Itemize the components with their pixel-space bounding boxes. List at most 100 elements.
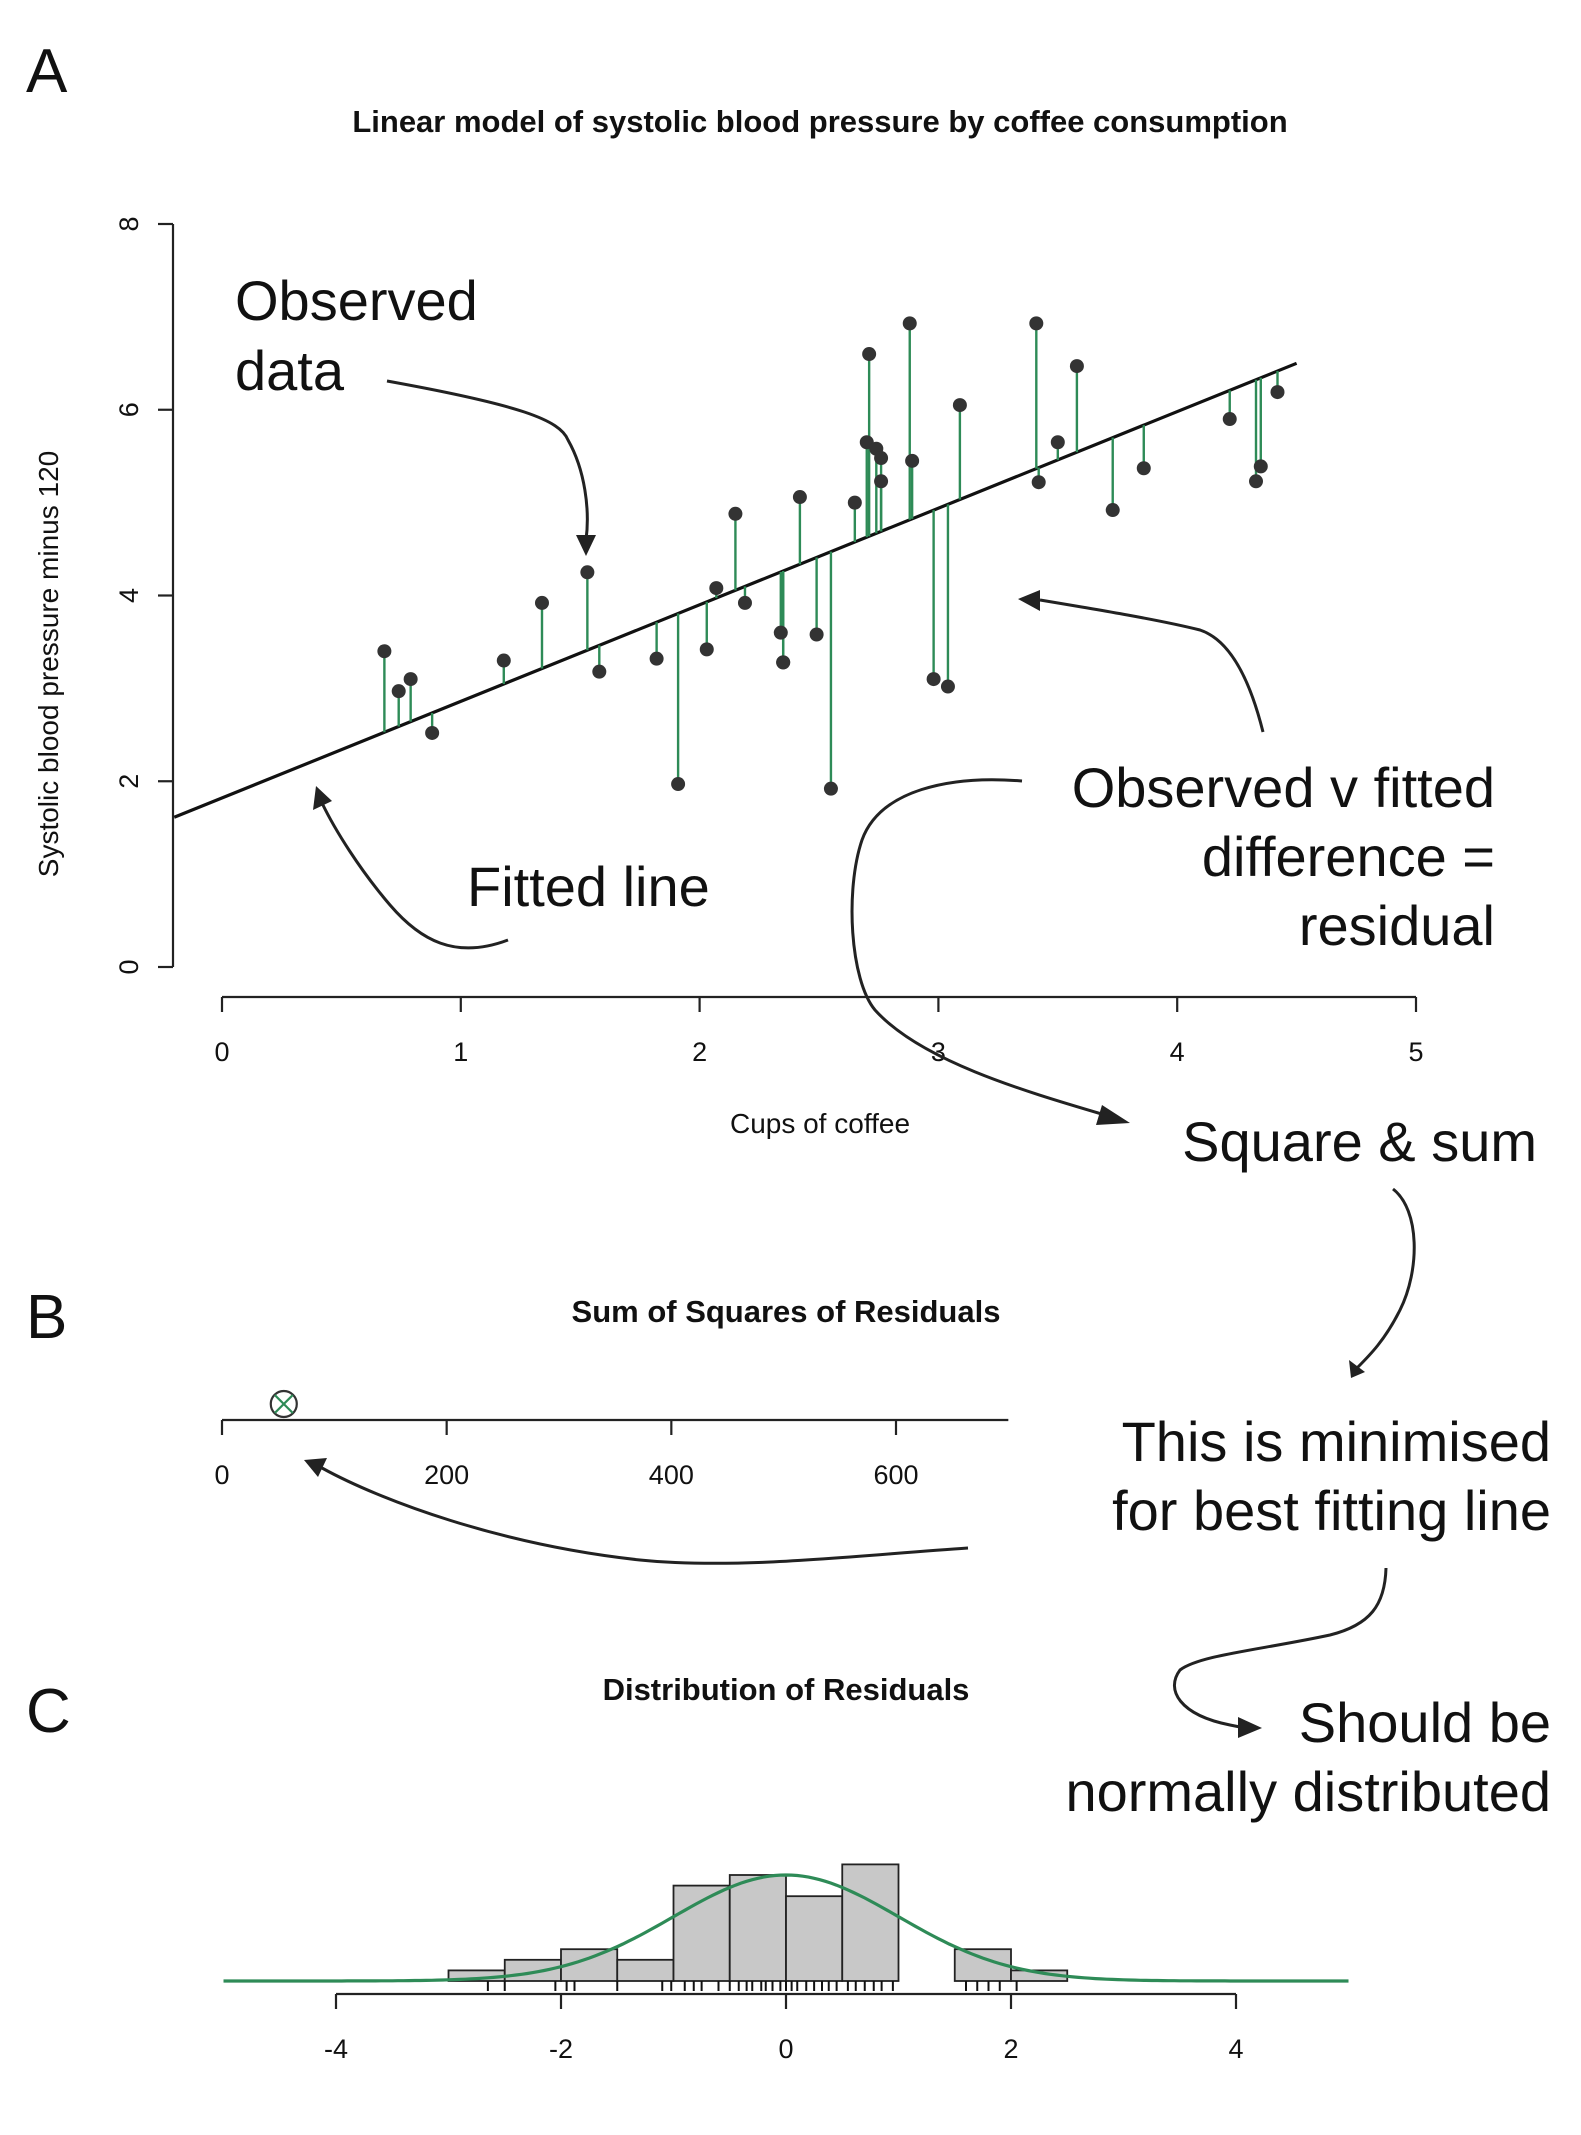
- arrow-minimised-to-normal-head: [1238, 1717, 1262, 1738]
- chart-b-plot: 0 200 400 600: [214, 1389, 1009, 1490]
- chart-a-data-point: [1222, 412, 1237, 427]
- chart-a-y-tick-label: 2: [114, 774, 144, 789]
- chart-a-x-tick-label: 1: [453, 1037, 468, 1067]
- annotation-normal-line1: Should be: [1299, 1691, 1551, 1754]
- arrow-square-to-minimised: [1355, 1187, 1416, 1370]
- arrow-fitted-line: [320, 802, 509, 950]
- chart-a-x-tick-label: 3: [931, 1037, 946, 1067]
- chart-a-data-point: [377, 644, 392, 659]
- chart-c-histogram-bar: [503, 1958, 562, 1982]
- annotation-normal-line2: normally distributed: [1065, 1760, 1551, 1823]
- chart-c-x-tick-label: 4: [1228, 2034, 1243, 2064]
- chart-a-y-tick-label: 4: [114, 588, 144, 603]
- chart-c-x-tick-label: -2: [549, 2034, 573, 2064]
- chart-a-data-point: [773, 625, 788, 640]
- chart-b-ssr-marker-cross: [274, 1394, 294, 1414]
- chart-a-y-tick-label: 6: [114, 402, 144, 417]
- chart-a-data-point: [592, 664, 607, 679]
- chart-b-ssr-marker: [269, 1389, 298, 1419]
- arrow-observed-data-head: [576, 535, 596, 556]
- chart-a-xlabel: Cups of coffee: [730, 1108, 910, 1139]
- chart-a-data-point: [874, 451, 889, 466]
- chart-a-x-tick-label: 2: [692, 1037, 707, 1067]
- chart-c-histogram-bar: [616, 1958, 675, 1982]
- arrow-residual-head: [1018, 590, 1040, 611]
- chart-a-data-point: [952, 398, 967, 413]
- chart-a-data-point: [1249, 474, 1264, 489]
- chart-a-data-point: [728, 506, 743, 521]
- chart-a-x-tick-label: 5: [1408, 1037, 1423, 1067]
- chart-a-data-point: [862, 347, 877, 362]
- annotation-minimised-line2: for best fitting line: [1112, 1479, 1551, 1542]
- chart-a-data-point: [809, 627, 824, 642]
- chart-b-x-tick-label: 200: [424, 1460, 469, 1490]
- chart-b-x-tick-label: 600: [873, 1460, 918, 1490]
- chart-a-ylabel: Systolic blood pressure minus 120: [33, 451, 64, 877]
- chart-a-data-point: [534, 595, 549, 610]
- annotation-observed-line1: Observed: [235, 269, 478, 332]
- chart-c-plot: -4 -2 0 2 4: [223, 1863, 1349, 2064]
- arrow-minimised-to-normal: [1173, 1567, 1388, 1729]
- chart-a-residuals: [383, 323, 1279, 789]
- chart-a-data-point: [1050, 435, 1065, 450]
- annotation-observed-line2: data: [235, 339, 345, 402]
- chart-a-data-point: [1253, 459, 1268, 474]
- chart-a-data-point: [1031, 475, 1046, 490]
- panel-letter-c: C: [26, 1677, 71, 1746]
- chart-c-x-tick-label: 0: [778, 2034, 793, 2064]
- arrow-residual: [1039, 598, 1265, 733]
- chart-b-x-tick-label: 0: [214, 1460, 229, 1490]
- chart-b-x-tick-label: 400: [649, 1460, 694, 1490]
- arrow-observed-data: [386, 379, 589, 541]
- chart-b-title: Sum of Squares of Residuals: [572, 1294, 1001, 1329]
- arrow-square-sum: [850, 778, 1106, 1117]
- annotation-fitted-line: Fitted line: [467, 855, 710, 918]
- chart-a-data-point: [823, 781, 838, 796]
- chart-a-data-point: [902, 316, 917, 331]
- annotation-residual-line3: residual: [1299, 894, 1495, 957]
- chart-a-data-point: [1270, 385, 1285, 400]
- chart-a-data-point: [580, 565, 595, 580]
- chart-a-data-point: [940, 679, 955, 694]
- chart-a-data-point: [709, 581, 724, 596]
- chart-a-x-tick-label: 0: [214, 1037, 229, 1067]
- chart-a-data-point: [1136, 461, 1151, 476]
- chart-a-data-point: [792, 490, 807, 505]
- annotation-square-sum: Square & sum: [1182, 1110, 1537, 1173]
- chart-a-data-point: [1069, 359, 1084, 374]
- annotation-minimised-line1: This is minimised: [1122, 1410, 1551, 1473]
- chart-a-data-point: [776, 655, 791, 670]
- chart-a-y-tick-label: 0: [114, 959, 144, 974]
- chart-c-x-tick-label: 2: [1003, 2034, 1018, 2064]
- chart-a-data-point: [403, 672, 418, 687]
- chart-a-x-tick-label: 4: [1170, 1037, 1185, 1067]
- chart-c-histogram-bar: [841, 1863, 900, 1982]
- chart-a-axes: 0 2 4 6 8 0 1 2 3 4 5: [114, 216, 1424, 1067]
- chart-c-histogram-bar: [785, 1895, 844, 1982]
- chart-a-data-point: [649, 651, 664, 666]
- annotation-residual-line2: difference =: [1202, 825, 1495, 888]
- chart-a-title: Linear model of systolic blood pressure …: [352, 104, 1287, 139]
- chart-a-data-point: [905, 453, 920, 468]
- chart-c-x-tick-label: -4: [324, 2034, 348, 2064]
- chart-a-plot: 0 2 4 6 8 0 1 2 3 4 5: [114, 216, 1424, 1067]
- arrow-square-to-minimised-head: [1349, 1360, 1365, 1378]
- arrow-fitted-line-head: [313, 786, 332, 810]
- chart-a-data-point: [1105, 503, 1120, 518]
- arrow-minimised-to-ssr: [321, 1466, 969, 1565]
- chart-a-data-point: [926, 672, 941, 687]
- chart-a-data-point: [391, 684, 406, 699]
- arrow-minimised-to-ssr-head: [304, 1458, 327, 1477]
- chart-a-data-point: [496, 653, 511, 668]
- chart-a-data-point: [1029, 316, 1044, 331]
- panel-letter-a: A: [26, 37, 68, 106]
- chart-a-data-point: [425, 725, 440, 740]
- panel-letter-b: B: [26, 1283, 67, 1352]
- chart-a-y-tick-label: 8: [114, 216, 144, 231]
- chart-c-histogram-bar: [728, 1874, 787, 1982]
- chart-a-data-point: [671, 777, 686, 792]
- chart-a-data-point: [699, 642, 714, 657]
- chart-c-density-curve: [223, 1873, 1349, 1983]
- chart-a-data-point: [874, 474, 889, 489]
